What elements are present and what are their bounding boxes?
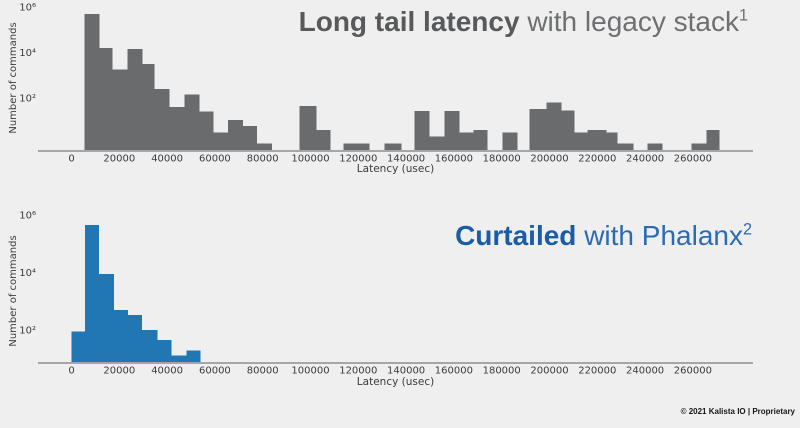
- y-tick-label: 10⁴: [19, 48, 36, 59]
- x-tick-label: 240000: [626, 154, 664, 165]
- chart2-title: Curtailed with Phalanx2: [455, 219, 752, 253]
- histogram-bar: [561, 110, 575, 151]
- x-tick-label: 20000: [103, 154, 135, 165]
- histogram-bar: [142, 329, 158, 363]
- histogram-bar: [706, 129, 720, 151]
- histogram-bar: [242, 125, 257, 151]
- histogram-bar: [84, 224, 99, 363]
- x-tick-label: 20000: [103, 366, 135, 377]
- chart2-footnote-marker: 2: [742, 220, 752, 239]
- chart1-title-rest: with legacy stack: [519, 6, 739, 37]
- x-axis-label: Latency (usec): [357, 376, 434, 388]
- x-tick-label: 80000: [247, 366, 279, 377]
- histogram-bar: [171, 355, 187, 363]
- chart2-title-rest: with Phalanx: [576, 220, 743, 251]
- histogram-bar: [186, 350, 201, 363]
- histogram-bar: [256, 143, 272, 151]
- histogram-bar: [84, 13, 100, 151]
- y-tick-label: 10⁶: [19, 210, 36, 221]
- x-tick-label: 180000: [483, 366, 521, 377]
- histogram-bar: [529, 108, 547, 151]
- x-tick-label: 0: [68, 154, 74, 165]
- histogram-bar: [71, 331, 85, 363]
- histogram-bar: [112, 69, 128, 151]
- x-tick-label: 220000: [578, 154, 616, 165]
- x-tick-label: 260000: [674, 366, 712, 377]
- y-axis-label: Number of commands: [8, 235, 19, 346]
- x-tick-label: 40000: [151, 154, 183, 165]
- x-tick-label: 60000: [199, 154, 231, 165]
- histogram-bar: [154, 88, 170, 151]
- histogram-bar: [113, 309, 129, 363]
- histogram-bar: [184, 94, 200, 151]
- chart1-title-emphasis: Long tail latency: [298, 6, 520, 37]
- x-tick-label: 160000: [435, 366, 473, 377]
- histogram-bar: [444, 110, 460, 151]
- x-tick-label: 60000: [199, 366, 231, 377]
- histogram-bar: [384, 143, 402, 151]
- y-tick-label: 10⁴: [19, 268, 36, 279]
- histogram-bar: [647, 143, 663, 151]
- x-tick-label: 40000: [151, 366, 183, 377]
- x-tick-label: 200000: [530, 366, 568, 377]
- x-tick-label: 180000: [483, 154, 521, 165]
- y-tick-label: 10²: [19, 94, 36, 105]
- x-tick-label: 100000: [291, 154, 329, 165]
- y-tick-label: 10⁶: [19, 3, 36, 14]
- histogram-bar: [299, 105, 317, 151]
- y-axis-label: Number of commands: [8, 22, 19, 133]
- histogram-bar: [142, 63, 155, 151]
- histogram-bar: [227, 119, 243, 151]
- histogram-bar: [574, 132, 588, 151]
- x-axis-label: Latency (usec): [357, 163, 434, 175]
- histogram-bar: [414, 110, 430, 151]
- histogram-bar: [502, 132, 518, 151]
- x-tick-label: 80000: [247, 154, 279, 165]
- histogram-bar: [199, 111, 214, 151]
- histogram-bar: [606, 132, 618, 151]
- histogram-bar: [429, 136, 445, 151]
- histogram-bar: [157, 339, 172, 363]
- histogram-bar: [459, 132, 474, 151]
- histogram-bar: [99, 47, 113, 151]
- y-tick-label: 10²: [19, 325, 36, 336]
- histogram-bar: [343, 143, 370, 151]
- histogram-bar: [691, 143, 707, 151]
- histogram-bar: [546, 102, 562, 151]
- histogram-bar: [98, 273, 114, 363]
- chart1-footnote-marker: 1: [738, 6, 748, 25]
- histogram-bar: [128, 315, 143, 363]
- x-tick-label: 240000: [626, 366, 664, 377]
- chart1-title: Long tail latency with legacy stack1: [299, 5, 748, 39]
- histogram-bar: [169, 107, 185, 151]
- histogram-bar: [213, 132, 228, 151]
- histogram-bar: [473, 129, 488, 151]
- x-tick-label: 260000: [674, 154, 712, 165]
- x-tick-label: 140000: [387, 154, 425, 165]
- x-tick-label: 200000: [530, 154, 568, 165]
- x-tick-label: 0: [68, 366, 74, 377]
- footer-copyright: © 2021 Kalista IO | Proprietary: [680, 407, 795, 416]
- x-tick-label: 140000: [387, 366, 425, 377]
- histogram-bar: [316, 129, 331, 151]
- x-tick-label: 160000: [435, 154, 473, 165]
- x-tick-label: 220000: [578, 366, 616, 377]
- x-tick-label: 100000: [291, 366, 329, 377]
- x-tick-label: 120000: [339, 154, 377, 165]
- chart2-title-emphasis: Curtailed: [455, 220, 577, 251]
- histogram-bar: [127, 49, 143, 152]
- histogram-bar: [617, 143, 634, 151]
- histogram-bar: [587, 129, 607, 151]
- x-tick-label: 120000: [339, 366, 377, 377]
